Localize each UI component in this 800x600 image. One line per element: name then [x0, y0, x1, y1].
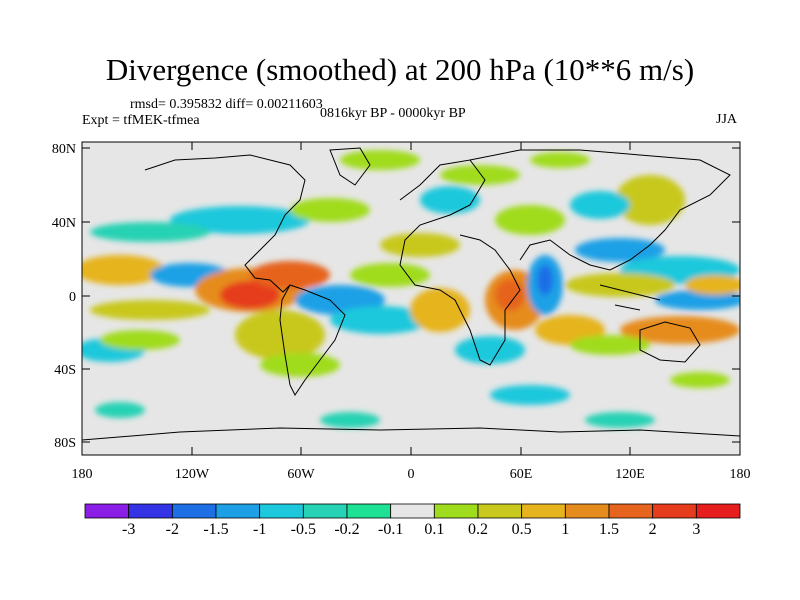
colorbar-label: 3: [692, 521, 700, 538]
page-title: Divergence (smoothed) at 200 hPa (10**6 …: [105, 52, 695, 87]
colorbar-label: -1: [253, 521, 266, 538]
colorbar-label: 0.1: [424, 521, 444, 538]
period-label: 0816kyr BP - 0000kyr BP: [320, 106, 466, 121]
colorbar-label: -2: [166, 521, 179, 538]
lon-label: 0: [408, 467, 415, 482]
colorbar-label: 2: [649, 521, 657, 538]
experiment-label: Expt = tfMEK-tfmea: [82, 113, 200, 128]
colorbar-label: 1: [561, 521, 569, 538]
colorbar-box: [521, 503, 566, 519]
colorbar-box: [302, 503, 348, 519]
colorbar-box: [652, 503, 697, 519]
lon-label: 120W: [175, 467, 210, 482]
colorbar-box: [215, 503, 261, 519]
colorbar-label: -0.2: [334, 521, 359, 538]
colorbar-box: [346, 503, 392, 519]
lat-label: 80N: [52, 142, 76, 157]
colorbar-label: 0.5: [512, 521, 532, 538]
colorbar-label: -3: [122, 521, 135, 538]
colorbar-box: [564, 503, 610, 519]
colorbar-label: -1.5: [203, 521, 228, 538]
colorbar-label: 0.2: [468, 521, 488, 538]
lat-label: 0: [69, 290, 76, 305]
colorbar-box: [477, 503, 523, 519]
lat-label: 80S: [54, 436, 76, 451]
lat-label: 40N: [52, 216, 76, 231]
colorbar-label: -0.1: [378, 521, 403, 538]
lon-label: 60E: [510, 467, 533, 482]
colorbar-box: [128, 503, 173, 519]
colorbar: [84, 503, 741, 519]
colorbar-box: [390, 503, 435, 519]
colorbar-box: [259, 503, 304, 519]
colorbar-box: [84, 503, 130, 519]
colorbar-labels: -3 -2 -1.5 -1 -0.5 -0.2 -0.1 0.1 0.2 0.5 1 1.5 2 3: [122, 521, 700, 538]
lon-label: 180: [730, 467, 751, 482]
stats-text: rmsd= 0.395832 diff= 0.00211603: [130, 97, 323, 112]
axis-ticks: [82, 142, 740, 455]
colorbar-box: [433, 503, 479, 519]
lon-label: 60W: [287, 467, 315, 482]
lat-label: 40S: [54, 363, 76, 378]
colorbar-label: -0.5: [291, 521, 316, 538]
colorbar-box: [695, 503, 741, 519]
season-label: JJA: [716, 112, 738, 127]
colorbar-label: 1.5: [599, 521, 619, 538]
lon-label: 120E: [615, 467, 645, 482]
divergence-field: [82, 150, 740, 428]
colorbar-box: [171, 503, 217, 519]
lon-label: 180: [72, 467, 93, 482]
coastlines: [82, 147, 740, 441]
colorbar-box: [608, 503, 654, 519]
